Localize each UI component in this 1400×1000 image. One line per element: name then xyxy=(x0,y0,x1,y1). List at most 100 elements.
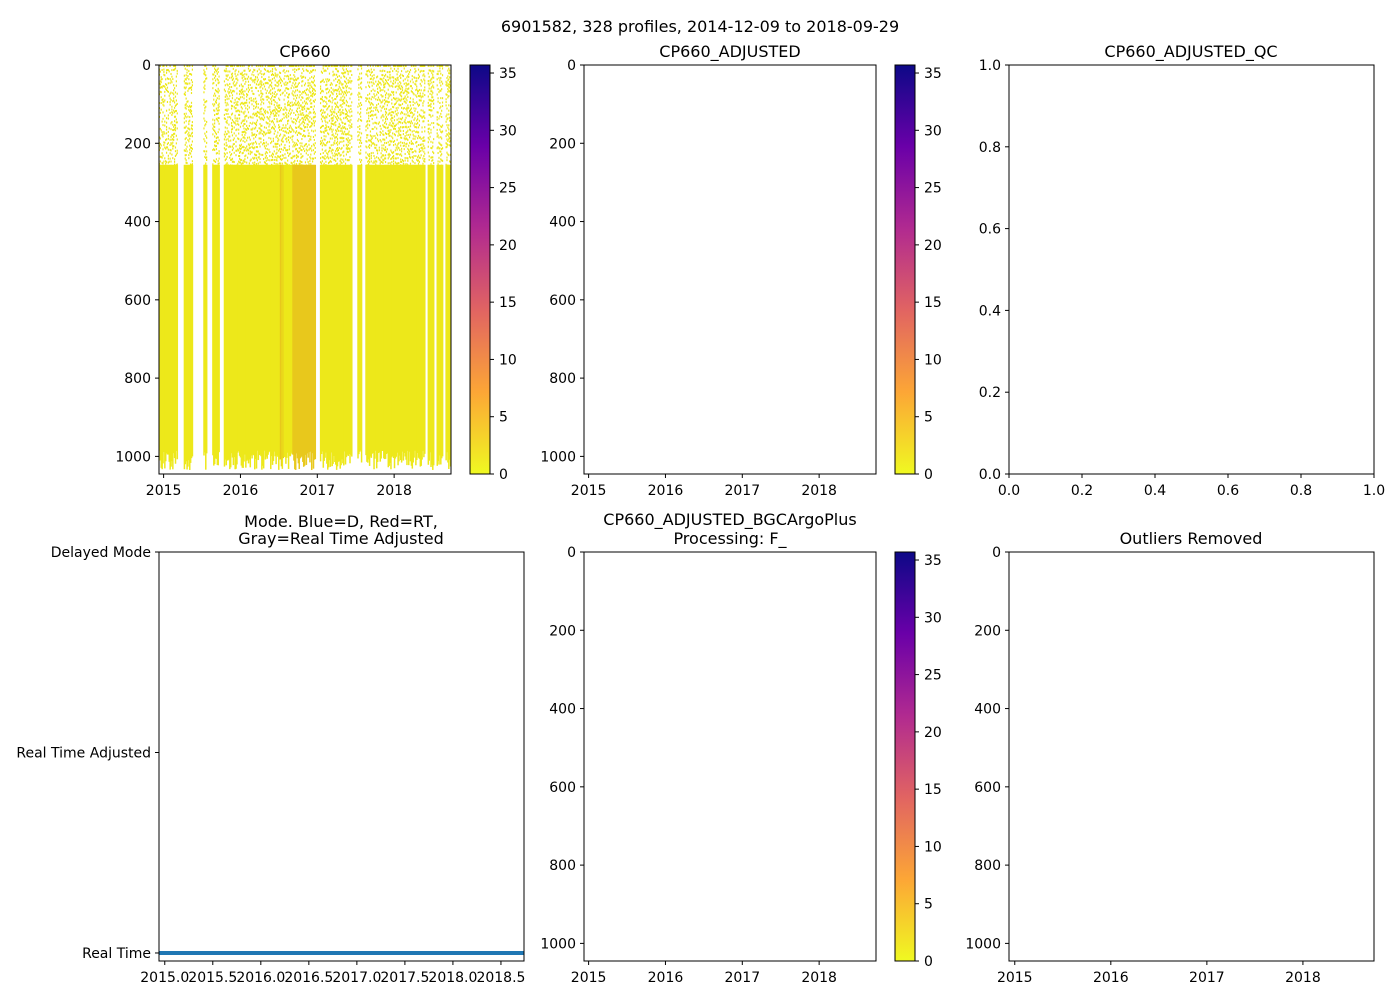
cp660-point xyxy=(439,128,441,131)
cp660-point xyxy=(188,120,190,123)
cp660-point xyxy=(260,103,262,106)
cp660-point xyxy=(406,76,408,79)
cp660-point xyxy=(414,67,416,70)
cp660-point xyxy=(367,123,369,126)
cp660-point xyxy=(332,88,334,91)
cp660-point xyxy=(259,153,261,156)
cp660-point xyxy=(234,107,236,110)
cp660-point xyxy=(371,75,373,78)
cp660-point xyxy=(388,132,390,135)
cp660-point xyxy=(239,150,242,153)
cp660-profile xyxy=(351,164,353,457)
cp660-point xyxy=(383,77,385,80)
cp660-point xyxy=(306,158,308,161)
cp660-point xyxy=(287,96,290,99)
cp660-point xyxy=(278,149,280,152)
cp660-point xyxy=(427,130,429,133)
cp660-point xyxy=(162,162,164,165)
cp660-point xyxy=(244,104,246,107)
cp660-point xyxy=(206,100,208,103)
cp660-point xyxy=(437,97,439,100)
cp660-point xyxy=(369,103,372,106)
cp660-point xyxy=(233,161,235,164)
cp660-point xyxy=(441,65,444,67)
cp660-point xyxy=(187,65,189,67)
cp660-point xyxy=(279,155,282,158)
cp660-point xyxy=(241,96,243,99)
cp660-point xyxy=(246,120,248,123)
cp660-point xyxy=(214,144,216,147)
cp660-point xyxy=(248,106,250,109)
cp660-point xyxy=(238,123,240,126)
cp660-point xyxy=(229,116,231,119)
cp660-point xyxy=(226,65,228,67)
cp660-point xyxy=(214,103,216,106)
cp660-point xyxy=(359,138,361,141)
cp660-point xyxy=(344,122,347,125)
cp660-point xyxy=(225,138,227,141)
cp660-point xyxy=(312,157,315,160)
cp660-point xyxy=(311,149,313,152)
cp660-point xyxy=(175,121,177,124)
cp660-point xyxy=(346,150,348,153)
cp660-point xyxy=(305,93,307,96)
cp660-point xyxy=(213,159,215,162)
cp660-profile xyxy=(440,164,443,459)
cp660-point xyxy=(381,78,383,81)
cp660-point xyxy=(409,129,412,132)
cp660-point xyxy=(319,92,322,95)
cp660-point xyxy=(167,161,169,164)
cp660-point xyxy=(161,152,163,155)
cp660-point xyxy=(188,131,190,134)
cp660-point xyxy=(420,84,422,87)
cp660-point xyxy=(173,138,175,141)
cp660-point xyxy=(279,65,281,67)
cp660-point xyxy=(241,71,243,74)
cp660-point xyxy=(270,89,272,92)
cp660-point xyxy=(449,116,451,119)
cp660-point xyxy=(406,134,408,137)
cp660-point xyxy=(205,123,207,126)
colorbar-tick-label: 0 xyxy=(924,954,933,970)
cp660-point xyxy=(286,70,288,73)
cp660-point xyxy=(367,134,369,137)
cp660-profile xyxy=(325,164,327,453)
cp660-point xyxy=(378,158,380,161)
cp660-point xyxy=(302,155,304,158)
cp660-point xyxy=(385,100,388,103)
cp660-point xyxy=(292,135,294,138)
cp660-point xyxy=(225,133,227,136)
cp660-point xyxy=(244,82,246,85)
cp660-point xyxy=(287,151,289,154)
cp660-point xyxy=(229,76,231,79)
cp660-point xyxy=(336,80,339,83)
cp660-point xyxy=(397,112,399,115)
cp660-point xyxy=(320,136,323,139)
cp660-point xyxy=(259,65,261,67)
cp660-point xyxy=(310,125,312,128)
cp660-profile xyxy=(437,164,439,462)
cp660-point xyxy=(275,163,277,166)
cp660-point xyxy=(282,124,284,127)
cp660-point xyxy=(440,65,442,67)
cp660-point xyxy=(308,140,310,143)
cp660-point xyxy=(334,139,336,142)
cp660-profile xyxy=(167,164,170,455)
cp660-point xyxy=(237,117,239,120)
cp660-point xyxy=(347,65,349,67)
cp660-point xyxy=(428,87,430,90)
cp660-profile xyxy=(273,164,276,452)
cp660-point xyxy=(360,115,362,118)
cp660-point xyxy=(247,84,250,87)
cp660-point xyxy=(400,73,402,76)
cp660-point xyxy=(240,92,242,95)
cp660-point xyxy=(448,89,450,92)
cp660-point xyxy=(161,78,163,81)
cp660-point xyxy=(213,109,215,112)
cp660-point xyxy=(218,97,220,100)
cp660-point xyxy=(392,65,395,67)
cp660-point xyxy=(301,122,303,125)
cp660-point xyxy=(308,162,310,165)
cp660-point xyxy=(306,88,308,91)
cp660-point xyxy=(381,95,383,98)
